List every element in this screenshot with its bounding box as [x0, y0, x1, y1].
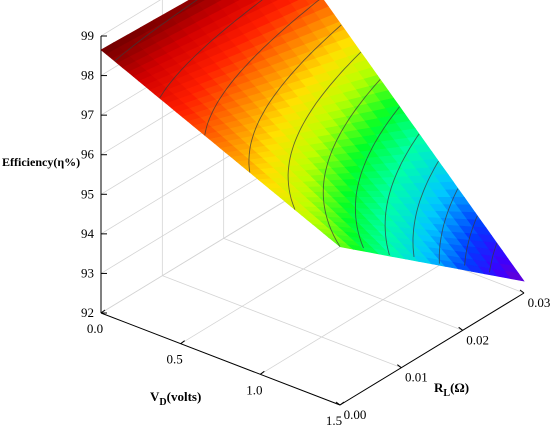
- contour-line: [464, 215, 478, 266]
- grid-line: [100, 161, 286, 274]
- y-tick: [519, 289, 525, 294]
- contour-line: [159, 0, 263, 99]
- z-tick-label: 95: [81, 186, 94, 201]
- x-tick-label: 1.5: [326, 413, 342, 428]
- y-tick-label: 0.02: [466, 332, 489, 347]
- z-axis-title: Efficiency(η%): [2, 155, 80, 169]
- z-tick-label: 97: [81, 107, 95, 122]
- surface: [100, 0, 525, 282]
- y-tick: [458, 326, 463, 331]
- x-tick: [100, 309, 106, 314]
- contour-lines: [114, 0, 498, 273]
- contour-line: [204, 0, 320, 136]
- contour-line: [489, 242, 498, 273]
- grid-line: [162, 275, 402, 369]
- z-tick-label: 98: [81, 68, 94, 83]
- grid-line: [260, 261, 445, 375]
- x-tick: [339, 401, 345, 406]
- x-tick-label: 0.0: [87, 321, 103, 336]
- y-axis-title: RL(Ω): [434, 380, 469, 399]
- y-tick-label: 0.00: [344, 407, 367, 422]
- y-tick-label: 0.03: [528, 295, 550, 310]
- x-axis-line: [100, 312, 341, 406]
- y-axis-line: [339, 292, 525, 406]
- grid-line: [180, 231, 365, 345]
- grid-line: [100, 200, 286, 314]
- z-tick-label: 94: [81, 226, 95, 241]
- grid-line: [223, 237, 463, 331]
- z-tick-label: 93: [81, 265, 94, 280]
- contour-line: [248, 24, 342, 173]
- contour-line: [287, 51, 362, 210]
- x-tick: [260, 370, 265, 375]
- grid-line: [100, 0, 161, 37]
- z-tick-label: 99: [81, 28, 94, 43]
- contour-line: [384, 133, 420, 256]
- y-tick-label: 0.01: [405, 370, 428, 385]
- axes: [100, 35, 525, 406]
- contour-line: [322, 79, 381, 247]
- x-tick: [180, 340, 185, 345]
- contour-line: [412, 160, 439, 257]
- z-tick-label: 96: [81, 147, 95, 162]
- contour-line: [354, 106, 400, 249]
- contour-line: [114, 0, 198, 62]
- x-tick-label: 0.5: [167, 352, 183, 367]
- surface-patch: [504, 270, 525, 282]
- x-tick-label: 1.0: [246, 382, 262, 397]
- x-axis-title: VD(volts): [150, 389, 201, 408]
- contour-line: [438, 188, 459, 264]
- y-tick: [397, 364, 402, 369]
- surface-patch: [194, 0, 207, 5]
- z-tick-label: 92: [81, 305, 94, 320]
- y-tick: [335, 401, 341, 406]
- tick-labels: 92 93 94 95 96 97 98 99 0.0 0.5 1.0 1.5 0.00 0.01 0.02…: [81, 28, 550, 428]
